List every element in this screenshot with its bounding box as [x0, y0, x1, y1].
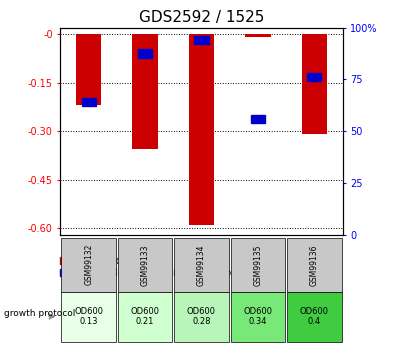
Bar — [307, 73, 322, 81]
Bar — [132, 34, 158, 149]
Bar — [76, 34, 102, 105]
Bar — [81, 98, 96, 106]
Text: GSM99134: GSM99134 — [197, 244, 206, 286]
Bar — [301, 34, 327, 134]
Bar — [251, 116, 265, 124]
Text: growth protocol: growth protocol — [4, 308, 75, 318]
Text: OD600
0.28: OD600 0.28 — [187, 307, 216, 326]
Text: OD600
0.21: OD600 0.21 — [131, 307, 160, 326]
Text: GSM99132: GSM99132 — [84, 244, 93, 285]
Text: GSM99135: GSM99135 — [253, 244, 262, 286]
Bar — [195, 36, 209, 44]
Title: GDS2592 / 1525: GDS2592 / 1525 — [139, 10, 264, 25]
Legend: log2 ratio, percentile rank within the sample: log2 ratio, percentile rank within the s… — [60, 256, 240, 278]
Text: GSM99133: GSM99133 — [141, 244, 150, 286]
Bar — [189, 34, 214, 225]
Bar — [245, 34, 271, 37]
Text: OD600
0.13: OD600 0.13 — [74, 307, 103, 326]
Text: OD600
0.4: OD600 0.4 — [300, 307, 329, 326]
Text: OD600
0.34: OD600 0.34 — [243, 307, 272, 326]
Bar — [138, 49, 152, 58]
Text: GSM99136: GSM99136 — [310, 244, 319, 286]
